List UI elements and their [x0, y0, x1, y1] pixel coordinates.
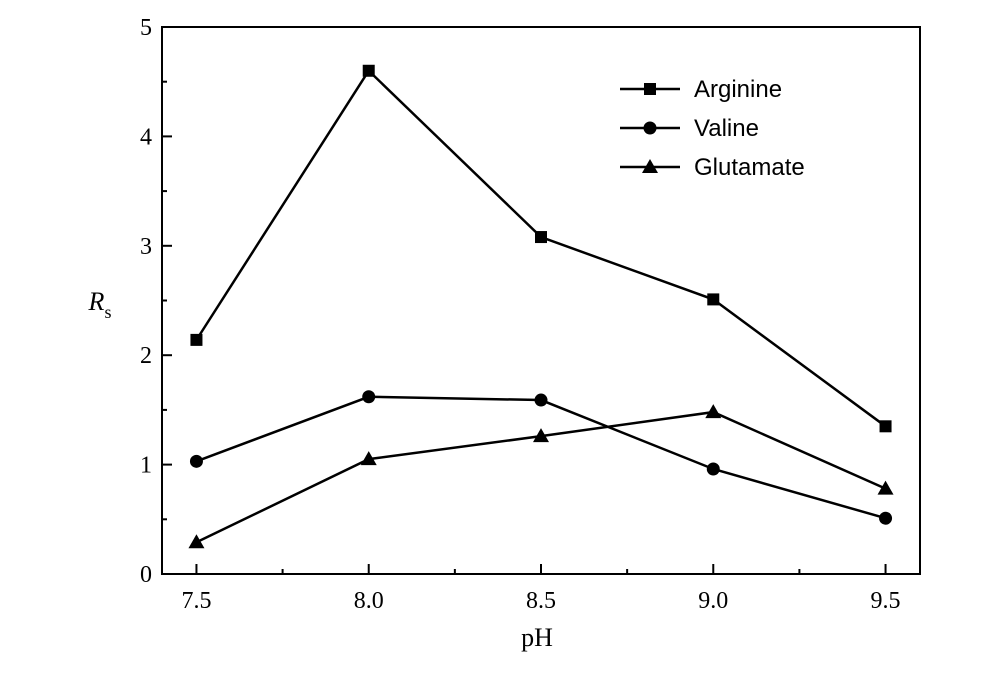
- x-tick-label: 9.5: [871, 588, 901, 614]
- plot-frame: [161, 26, 921, 575]
- legend-label-arginine: Arginine: [694, 76, 782, 103]
- y-tick-label: 0: [140, 562, 152, 588]
- legend-item-valine: Valine: [620, 115, 759, 142]
- data-point-arginine: [190, 333, 203, 346]
- data-point-arginine: [535, 231, 547, 244]
- y-tick-label: 5: [140, 15, 152, 41]
- series-arginine: [190, 64, 892, 433]
- y-tick-label: 4: [140, 124, 152, 150]
- x-tick-label: 9.0: [698, 588, 728, 614]
- legend-marker-valine: [643, 121, 657, 135]
- x-tick-label: 7.5: [181, 588, 211, 614]
- data-point-glutamate: [705, 404, 722, 419]
- legend-label-valine: Valine: [694, 115, 759, 142]
- data-point-arginine: [707, 293, 720, 306]
- legend-label-glutamate: Glutamate: [694, 154, 805, 181]
- x-axis-title: pH: [521, 623, 553, 652]
- legend: Arginine Valine Glutamate: [620, 76, 805, 181]
- data-point-valine: [706, 462, 720, 476]
- data-point-glutamate: [360, 451, 377, 466]
- data-point-glutamate: [877, 480, 894, 495]
- series-valine: [189, 390, 893, 525]
- y-axis-title: Rs: [88, 287, 112, 322]
- legend-item-glutamate: Glutamate: [620, 154, 805, 181]
- data-point-glutamate: [188, 534, 205, 549]
- series-glutamate: [188, 404, 894, 549]
- y-tick-label: 3: [140, 234, 152, 260]
- axes: 7.5 8.0 8.5 9.0 9.5 0 1 2 3 4 5: [140, 15, 921, 614]
- y-tick-label: 2: [140, 343, 152, 369]
- y-axis-title-main: R: [88, 287, 105, 316]
- x-tick-label: 8.0: [354, 588, 384, 614]
- series-line-arginine: [195, 68, 887, 428]
- legend-marker-arginine: [644, 83, 656, 95]
- y-axis-title-subscript: s: [104, 302, 111, 322]
- series-layer: [188, 64, 894, 549]
- data-point-valine: [534, 393, 548, 407]
- legend-item-arginine: Arginine: [620, 76, 782, 103]
- data-point-glutamate: [533, 428, 549, 443]
- y-tick-label: 1: [140, 453, 152, 479]
- data-point-arginine: [879, 420, 892, 433]
- data-point-valine: [189, 454, 203, 468]
- data-point-valine: [362, 390, 376, 404]
- x-tick-label: 8.5: [526, 588, 556, 614]
- data-point-valine: [879, 511, 893, 525]
- legend-marker-glutamate: [642, 159, 658, 173]
- series-line-valine: [196, 395, 886, 520]
- data-point-arginine: [362, 64, 375, 77]
